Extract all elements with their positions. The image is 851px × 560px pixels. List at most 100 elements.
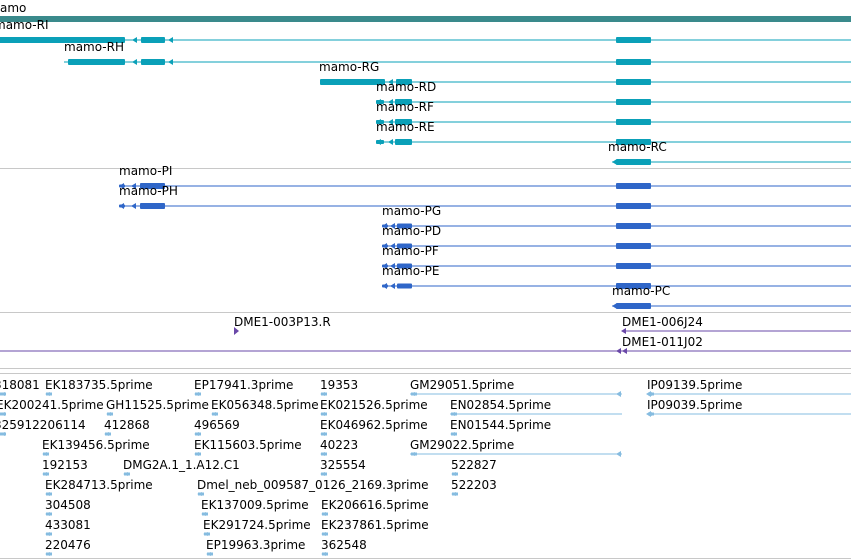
est-arrow[interactable] [320, 412, 325, 416]
transcript-label: mamo-RI [0, 18, 49, 32]
est-arrow[interactable] [451, 472, 456, 476]
strand-arrow[interactable] [388, 79, 393, 85]
exon-block[interactable] [141, 37, 165, 43]
est-arrow[interactable] [45, 552, 50, 556]
strand-arrow[interactable] [612, 159, 617, 165]
est-arrow[interactable] [45, 392, 50, 396]
exon-block[interactable] [0, 37, 125, 43]
est-arrow[interactable] [321, 512, 326, 516]
strand-arrow[interactable] [119, 183, 124, 189]
est-arrow[interactable] [194, 432, 199, 436]
strand-arrow[interactable] [382, 283, 387, 289]
strand-arrow[interactable] [382, 223, 387, 229]
est-arrow[interactable] [194, 392, 199, 396]
clone-marker[interactable] [234, 327, 239, 335]
exon-block[interactable] [616, 263, 651, 269]
strand-arrow[interactable] [382, 263, 387, 269]
est-arrow[interactable] [321, 532, 326, 536]
strand-arrow[interactable] [131, 183, 136, 189]
exon-block[interactable] [395, 139, 412, 145]
clone-marker[interactable] [621, 328, 626, 334]
est-arrow[interactable] [320, 432, 325, 436]
exon-block[interactable] [397, 263, 412, 269]
exon-block[interactable] [140, 183, 165, 189]
est-arrow[interactable] [104, 432, 109, 436]
transcript-label: mamo-PI [119, 164, 173, 178]
strand-arrow[interactable] [388, 139, 393, 145]
est-arrow[interactable] [616, 451, 621, 457]
strand-arrow[interactable] [388, 119, 393, 125]
est-arrow[interactable] [45, 532, 50, 536]
strand-arrow[interactable] [382, 243, 387, 249]
est-arrow[interactable] [197, 492, 202, 496]
exon-block[interactable] [616, 183, 651, 189]
strand-arrow[interactable] [119, 203, 124, 209]
strand-arrow[interactable] [376, 139, 381, 145]
est-arrow[interactable] [45, 512, 50, 516]
strand-arrow[interactable] [168, 59, 173, 65]
exon-block[interactable] [395, 99, 412, 105]
est-arrow[interactable] [0, 432, 5, 436]
est-arrow[interactable] [320, 452, 325, 456]
exon-block[interactable] [616, 37, 651, 43]
est-label: EK291724.5prime [203, 518, 311, 532]
strand-arrow[interactable] [376, 119, 381, 125]
exon-block[interactable] [616, 159, 651, 165]
exon-block[interactable] [616, 99, 651, 105]
strand-arrow[interactable] [132, 37, 137, 43]
strand-arrow[interactable] [390, 263, 395, 269]
exon-block[interactable] [395, 119, 412, 125]
strand-arrow[interactable] [390, 283, 395, 289]
exon-block[interactable] [68, 59, 125, 65]
strand-arrow[interactable] [390, 223, 395, 229]
exon-block[interactable] [396, 79, 412, 85]
est-arrow[interactable] [45, 492, 50, 496]
strand-arrow[interactable] [131, 203, 136, 209]
strand-arrow[interactable] [132, 59, 137, 65]
exon-block[interactable] [616, 203, 651, 209]
est-arrow[interactable] [201, 512, 206, 516]
exon-block[interactable] [616, 59, 651, 65]
est-arrow[interactable] [646, 411, 651, 417]
est-arrow[interactable] [320, 472, 325, 476]
est-arrow[interactable] [42, 472, 47, 476]
est-label: 412868 [104, 418, 150, 432]
est-arrow[interactable] [206, 552, 211, 556]
exon-block[interactable] [140, 203, 165, 209]
est-arrow[interactable] [194, 452, 199, 456]
est-arrow[interactable] [106, 412, 111, 416]
exon-block[interactable] [141, 59, 165, 65]
exon-block[interactable] [397, 243, 412, 249]
exon-block[interactable] [616, 283, 651, 289]
est-arrow[interactable] [123, 472, 128, 476]
est-arrow[interactable] [203, 532, 208, 536]
est-arrow[interactable] [451, 492, 456, 496]
est-label: 362548 [321, 538, 367, 552]
exon-block[interactable] [320, 79, 385, 85]
est-arrow[interactable] [211, 412, 216, 416]
exon-block[interactable] [616, 119, 651, 125]
est-arrow[interactable] [450, 432, 455, 436]
clone-marker[interactable] [616, 348, 621, 354]
clone-marker[interactable] [622, 348, 627, 354]
est-arrow[interactable] [321, 552, 326, 556]
est-arrow[interactable] [0, 392, 5, 396]
exon-block[interactable] [616, 303, 651, 309]
strand-arrow[interactable] [390, 243, 395, 249]
est-arrow[interactable] [0, 412, 5, 416]
strand-arrow[interactable] [376, 99, 381, 105]
exon-block[interactable] [616, 223, 651, 229]
strand-arrow[interactable] [388, 99, 393, 105]
est-arrow[interactable] [320, 392, 325, 396]
est-arrow[interactable] [42, 452, 47, 456]
strand-arrow[interactable] [612, 303, 617, 309]
exon-block[interactable] [616, 243, 651, 249]
gene-span-bar[interactable] [0, 16, 851, 22]
exon-block[interactable] [397, 223, 412, 229]
est-arrow[interactable] [646, 391, 651, 397]
exon-block[interactable] [616, 79, 651, 85]
exon-block[interactable] [397, 283, 412, 289]
exon-block[interactable] [616, 139, 651, 145]
strand-arrow[interactable] [168, 37, 173, 43]
est-arrow[interactable] [616, 391, 621, 397]
